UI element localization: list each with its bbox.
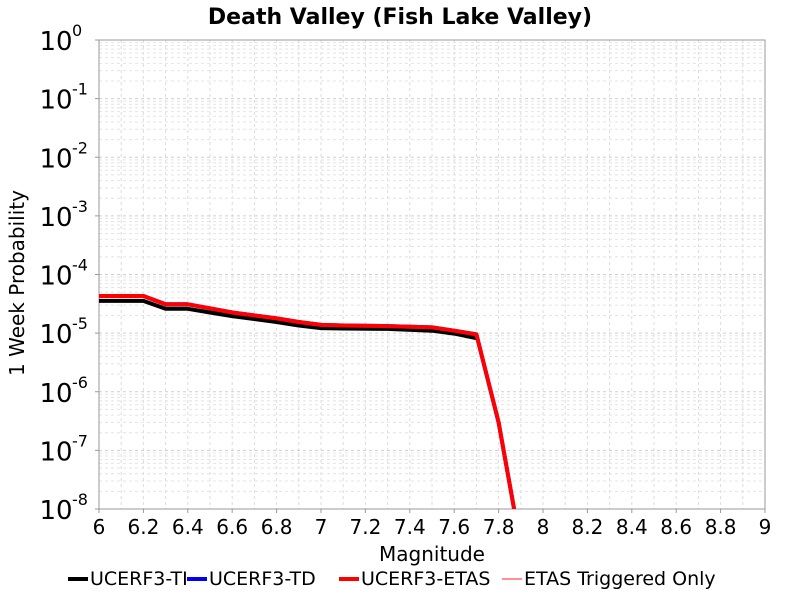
x-tick-label: 8.2 xyxy=(571,515,603,539)
y-tick-base: 10 xyxy=(39,27,72,57)
y-tick-label: 10 -1 xyxy=(39,80,88,116)
y-tick-exponent: -3 xyxy=(72,197,88,216)
y-tick-exponent: -1 xyxy=(72,80,88,99)
y-tick-base: 10 xyxy=(39,144,72,174)
legend-label: ETAS Triggered Only xyxy=(524,568,716,590)
y-tick-base: 10 xyxy=(39,437,72,467)
y-tick-base: 10 xyxy=(39,86,72,116)
y-tick-exponent: -2 xyxy=(72,138,88,157)
y-tick-label: 10 -3 xyxy=(39,197,88,233)
series-line-ucerf3-ti xyxy=(99,298,477,341)
legend-label: UCERF3-TD xyxy=(209,568,316,590)
x-tick-label: 8.4 xyxy=(616,515,648,539)
y-tick-label: 10 -7 xyxy=(39,431,88,467)
y-tick-base: 10 xyxy=(39,320,72,350)
y-tick-label: 10 -4 xyxy=(39,256,88,292)
y-tick-exponent: 0 xyxy=(72,21,82,40)
y-tick-label: 10 -6 xyxy=(39,373,88,409)
y-tick-base: 10 xyxy=(39,496,72,526)
y-tick-base: 10 xyxy=(39,203,72,233)
y-tick-exponent: -5 xyxy=(72,314,88,333)
x-tick-label: 6.2 xyxy=(127,515,159,539)
x-tick-label: 7.6 xyxy=(438,515,470,539)
legend-item: UCERF3-TI xyxy=(68,568,188,590)
x-tick-label: 6 xyxy=(93,515,106,539)
y-tick-label: 10 -8 xyxy=(39,490,88,526)
series-line-ucerf3-etas xyxy=(99,294,517,509)
x-tick-label: 7 xyxy=(315,515,328,539)
grid xyxy=(98,40,766,510)
x-tick-label: 7.8 xyxy=(483,515,515,539)
x-tick-label: 6.6 xyxy=(216,515,248,539)
x-tick-label: 9 xyxy=(759,515,772,539)
series-layer xyxy=(99,294,517,509)
x-tick-label: 7.4 xyxy=(394,515,426,539)
x-tick-label: 6.4 xyxy=(172,515,204,539)
y-tick-base: 10 xyxy=(39,262,72,292)
x-tick-label: 6.8 xyxy=(261,515,293,539)
y-tick-exponent: -7 xyxy=(72,431,88,450)
y-tick-label: 10 -2 xyxy=(39,138,88,174)
chart-title: Death Valley (Fish Lake Valley) xyxy=(208,5,592,30)
y-tick-label: 10 -5 xyxy=(39,314,88,350)
y-tick-label: 10 0 xyxy=(39,21,82,57)
x-tick-label: 8.8 xyxy=(705,515,737,539)
y-tick-exponent: -4 xyxy=(72,256,88,275)
legend: UCERF3-TI UCERF3-TD UCERF3-ETAS ETAS Trigge… xyxy=(68,568,716,590)
x-tick-label: 8 xyxy=(537,515,550,539)
y-axis-label: 1 Week Probability xyxy=(5,190,29,376)
x-ticks: 6 6.2 6.4 6.6 6.8 7 7.2 7.4 7.6 7.8 8 8.2 8.4 8.6 8.8 9 xyxy=(93,509,772,539)
legend-label: UCERF3-TI xyxy=(90,568,188,590)
x-tick-label: 8.6 xyxy=(660,515,692,539)
legend-label: UCERF3-ETAS xyxy=(361,568,490,590)
y-tick-exponent: -6 xyxy=(72,373,88,392)
x-axis-label: Magnitude xyxy=(379,542,485,566)
legend-item: UCERF3-TD xyxy=(187,568,316,590)
y-tick-base: 10 xyxy=(39,379,72,409)
x-tick-label: 7.2 xyxy=(349,515,381,539)
legend-item: ETAS Triggered Only xyxy=(502,568,716,590)
legend-item: UCERF3-ETAS xyxy=(339,568,490,590)
y-tick-exponent: -8 xyxy=(72,490,88,509)
